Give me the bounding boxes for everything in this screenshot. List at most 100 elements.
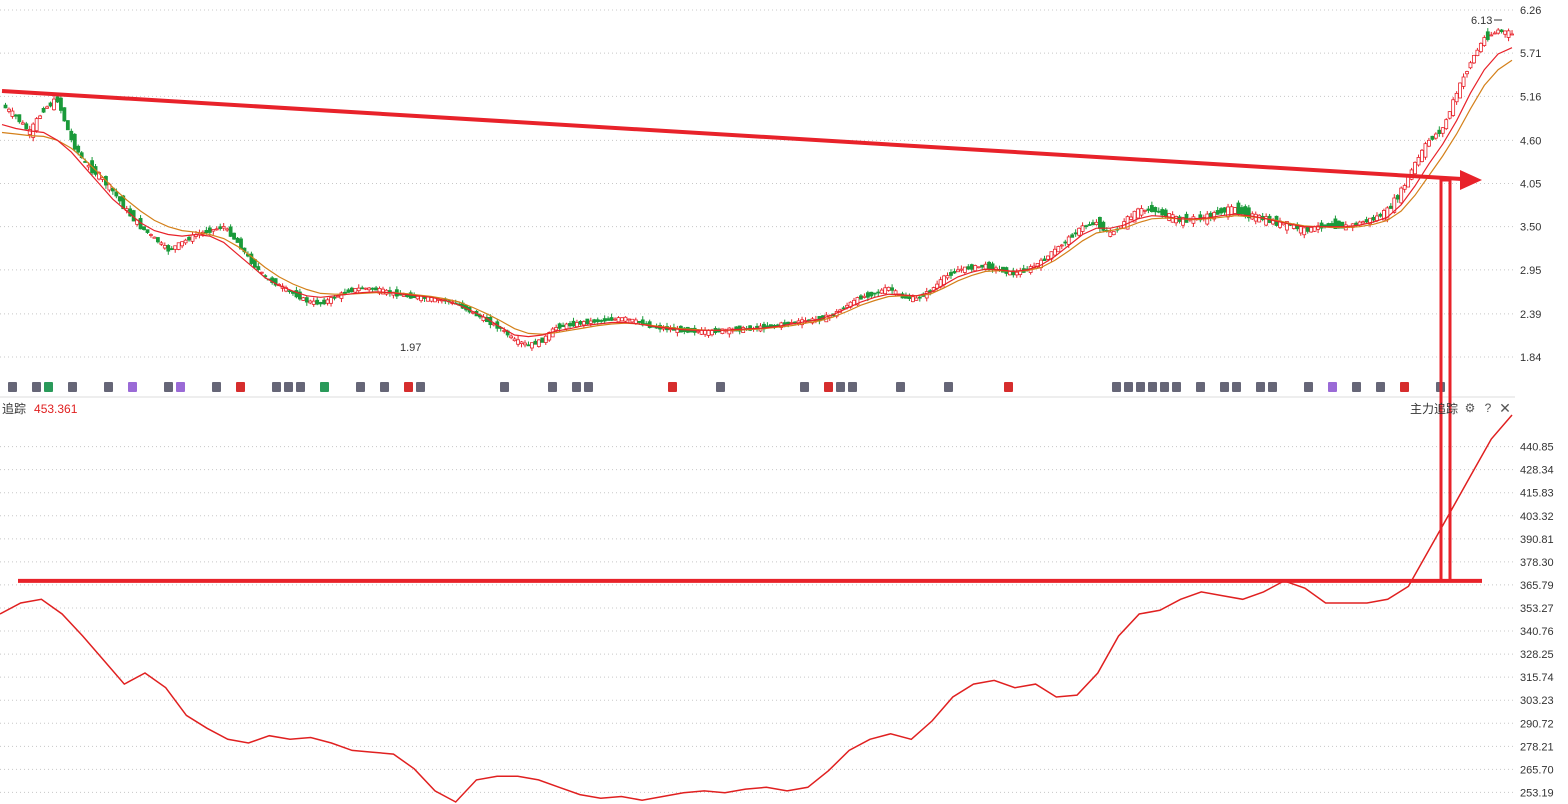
candle-body xyxy=(1132,210,1137,223)
candle-body xyxy=(1395,195,1400,200)
candle-body xyxy=(942,275,946,286)
candle-body xyxy=(166,245,171,252)
candle-body xyxy=(162,245,167,249)
candle-body xyxy=(1430,135,1435,140)
event-marker xyxy=(1328,382,1337,392)
candle-body xyxy=(65,120,70,131)
candle-body xyxy=(232,232,236,240)
event-marker xyxy=(896,382,905,392)
candle-body xyxy=(55,96,60,103)
series-line xyxy=(0,414,1513,803)
candle-body xyxy=(1458,82,1462,99)
event-marker xyxy=(1004,382,1013,392)
event-marker xyxy=(1232,382,1241,392)
y-tick-label: 428.34 xyxy=(1520,465,1554,477)
lower-grid xyxy=(0,446,1515,793)
event-marker xyxy=(548,382,557,392)
event-marker xyxy=(32,382,41,392)
candle-body xyxy=(568,323,572,327)
event-marker xyxy=(380,382,389,392)
candle-body xyxy=(626,318,631,321)
candle-body xyxy=(1399,187,1404,204)
candle-body xyxy=(374,287,378,291)
candle-body xyxy=(301,297,306,301)
candle-body xyxy=(737,325,742,332)
candle-body xyxy=(1482,37,1487,46)
candle-body xyxy=(1219,208,1224,214)
candle-body xyxy=(564,323,569,330)
candle-body xyxy=(1181,217,1185,226)
candle-body xyxy=(571,320,576,327)
event-marker xyxy=(1376,382,1385,392)
candle-body xyxy=(883,287,888,295)
candle-body xyxy=(13,114,18,117)
help-icon[interactable]: ? xyxy=(1484,401,1492,415)
candle-body xyxy=(155,237,160,243)
candle-body xyxy=(86,164,91,168)
event-marker xyxy=(272,382,281,392)
candle-body xyxy=(1333,218,1338,229)
close-icon[interactable]: ✕ xyxy=(1499,400,1511,416)
candle-body xyxy=(914,297,919,301)
event-marker xyxy=(128,382,137,392)
candle-body xyxy=(1478,42,1483,53)
candle-body xyxy=(1084,225,1088,228)
candle-body xyxy=(1454,92,1459,103)
candlestick-series xyxy=(3,27,1514,351)
candle-body xyxy=(1406,175,1411,188)
candle-body xyxy=(1305,226,1310,232)
candle-body xyxy=(422,297,427,299)
candle-body xyxy=(1070,234,1075,238)
candle-body xyxy=(38,115,43,119)
candle-body xyxy=(966,266,971,270)
candle-body xyxy=(1094,221,1099,226)
candle-body xyxy=(616,317,621,323)
event-marker xyxy=(668,382,677,392)
y-tick-label: 403.32 xyxy=(1520,511,1554,523)
candle-body xyxy=(1506,30,1511,38)
event-marker xyxy=(68,382,77,392)
y-tick-label: 378.30 xyxy=(1520,557,1554,569)
candle-body xyxy=(1427,139,1431,147)
candle-body xyxy=(249,253,254,264)
candle-body xyxy=(1080,225,1085,232)
event-marker xyxy=(1268,382,1277,392)
y-tick-label: 303.23 xyxy=(1520,695,1554,707)
high-price-label: 6.13 xyxy=(1471,15,1492,27)
candle-body xyxy=(872,292,877,295)
candle-body xyxy=(1496,29,1501,34)
candle-body xyxy=(917,296,922,299)
candle-body xyxy=(1392,197,1397,213)
candle-body xyxy=(1198,214,1203,221)
candle-body xyxy=(502,330,507,332)
candle-body xyxy=(1149,205,1154,212)
candle-body xyxy=(370,287,375,290)
candle-body xyxy=(7,108,11,112)
candle-body xyxy=(575,322,579,328)
event-marker xyxy=(584,382,593,392)
candle-body xyxy=(142,226,146,231)
candle-body xyxy=(581,321,586,326)
candle-body xyxy=(1420,149,1424,163)
candle-body xyxy=(173,245,178,250)
candle-body xyxy=(980,264,985,268)
settings-icon[interactable]: ⚙ xyxy=(1464,401,1476,415)
candle-body xyxy=(595,319,600,323)
y-tick-label: 390.81 xyxy=(1520,534,1554,546)
candle-body xyxy=(609,317,614,321)
candle-body xyxy=(845,304,849,308)
y-tick-label: 315.74 xyxy=(1520,672,1554,684)
candle-body xyxy=(1046,255,1050,260)
candle-body xyxy=(973,265,978,272)
event-marker xyxy=(1196,382,1205,392)
candle-body xyxy=(3,104,8,109)
candle-body xyxy=(259,271,264,274)
candle-body xyxy=(523,342,527,346)
candle-body xyxy=(20,122,25,125)
candle-body xyxy=(945,275,950,279)
candle-body xyxy=(1042,258,1047,261)
candle-body xyxy=(1489,34,1494,37)
candle-body xyxy=(1472,54,1476,64)
candle-body xyxy=(228,226,233,237)
candle-body xyxy=(1160,209,1165,216)
